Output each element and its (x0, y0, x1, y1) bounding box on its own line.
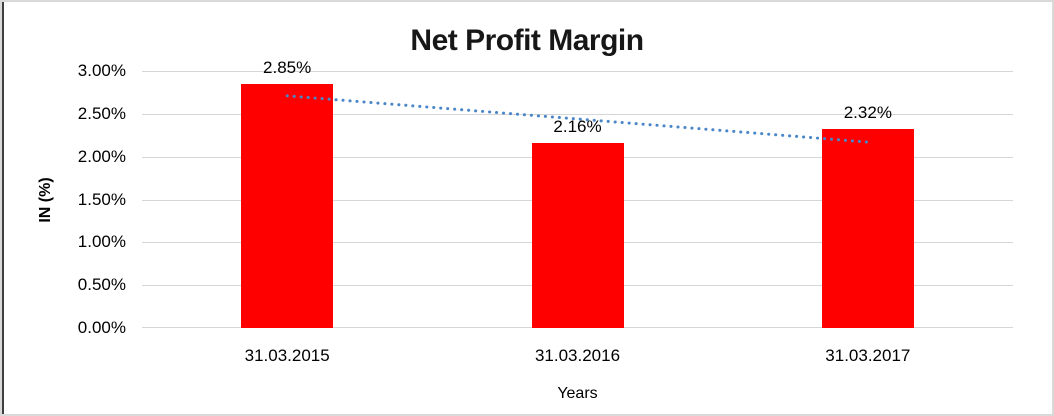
x-tick-label: 31.03.2015 (244, 346, 330, 365)
trendline-path (285, 94, 870, 144)
gridline (142, 113, 1013, 115)
y-tick-label: 0.50% (77, 275, 126, 295)
y-tick-label: 2.00% (77, 146, 126, 166)
bar-value-label: 2.85% (263, 57, 312, 77)
bar-31.03.2016 (531, 142, 624, 328)
plot-area: 2.85% 2.16% 2.32% (142, 58, 1013, 328)
y-tick-label: 3.00% (77, 61, 126, 80)
bar-31.03.2015 (241, 83, 334, 328)
chart-title: Net Profit Margin (410, 24, 644, 57)
left-border-line (2, 2, 4, 414)
trendline (285, 94, 870, 144)
bar-value-label: 2.32% (843, 103, 892, 123)
x-tick-label: 31.03.2017 (825, 346, 911, 365)
bar-value-label: 2.16% (553, 116, 602, 136)
x-tick-label: 31.03.2016 (534, 346, 621, 365)
x-axis-title: Years (557, 385, 598, 402)
bar-31.03.2017 (821, 129, 914, 328)
gridline (142, 71, 1013, 72)
y-tick-label: 2.50% (77, 103, 126, 123)
y-tick-label: 0.00% (77, 318, 126, 337)
y-tick-label: 1.50% (77, 189, 126, 209)
y-tick-label: 1.00% (77, 232, 126, 252)
